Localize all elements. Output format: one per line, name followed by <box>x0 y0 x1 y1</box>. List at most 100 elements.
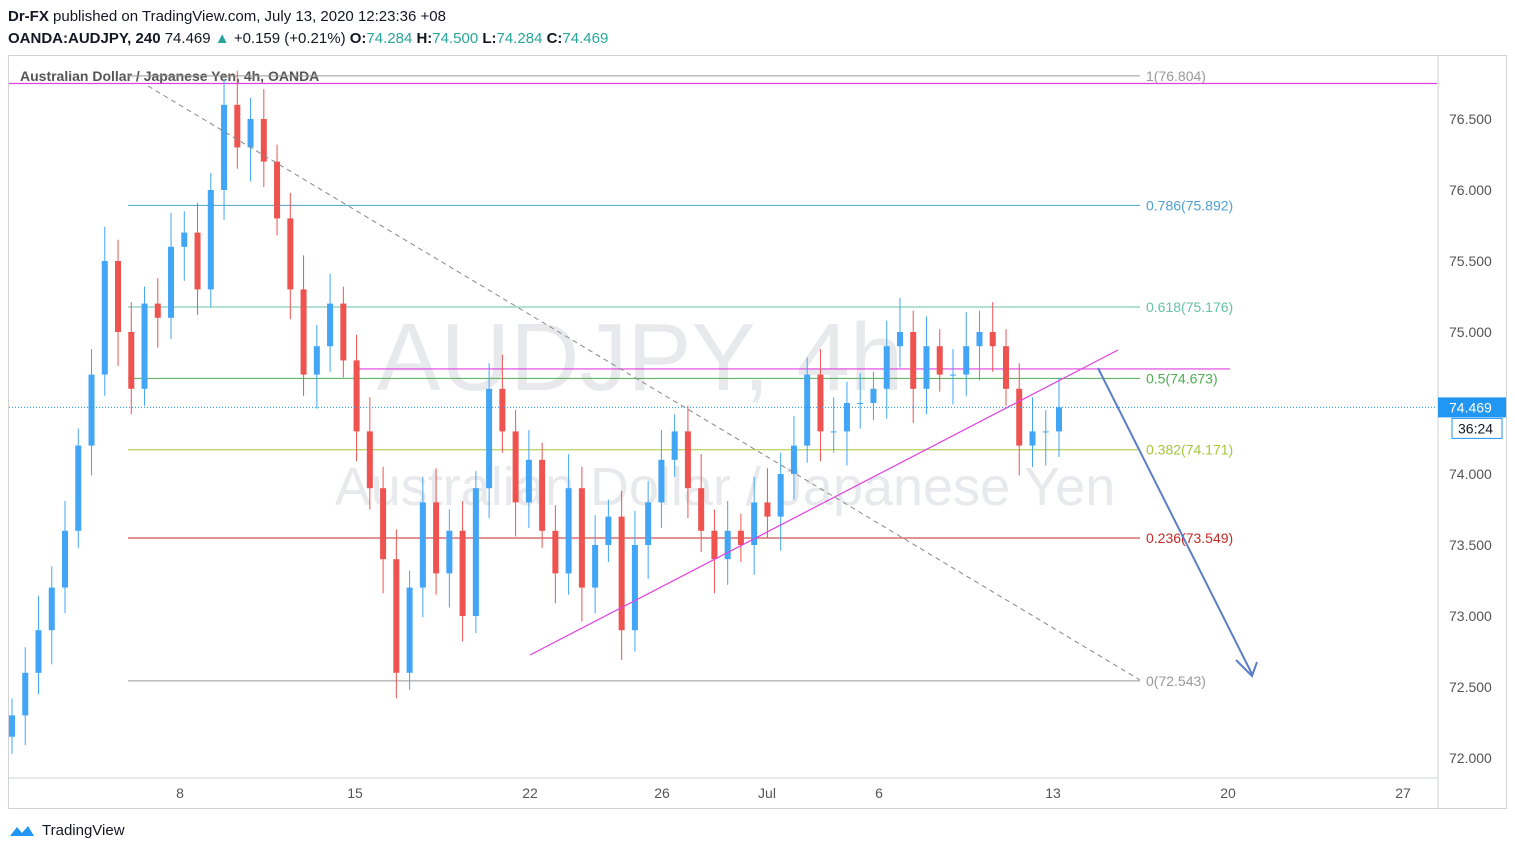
fib-level-label: 0.5(74.673) <box>1146 370 1218 386</box>
candle <box>1042 431 1049 433</box>
candle <box>327 303 334 347</box>
candle <box>525 459 532 503</box>
candle <box>605 516 612 545</box>
forecast-arrow-shaft <box>1097 367 1253 675</box>
price-change: +0.159 (+0.21%) <box>233 30 346 47</box>
candle <box>260 119 267 162</box>
price-tick-label: 73.000 <box>1449 608 1492 624</box>
candle <box>698 488 705 531</box>
candle <box>539 459 546 531</box>
time-tick-label: 20 <box>1220 785 1236 801</box>
candle <box>35 630 42 673</box>
watermark-symbol: AUDJPY, 4h <box>377 304 904 411</box>
candle <box>207 190 214 290</box>
candle <box>168 246 175 318</box>
publish-info: Dr-FX published on TradingView.com, July… <box>8 8 446 25</box>
tradingview-footer[interactable]: TradingView <box>8 822 125 839</box>
price-tick-label: 74.000 <box>1449 466 1492 482</box>
last-price-marker: 74.469 36:24 <box>9 397 1506 439</box>
candle <box>221 104 228 190</box>
candle <box>313 346 320 375</box>
candle <box>804 374 811 446</box>
candle <box>393 559 400 673</box>
candle <box>1029 431 1036 446</box>
time-tick-label: 22 <box>522 785 538 801</box>
candle <box>936 346 943 375</box>
candle <box>631 545 638 631</box>
candle <box>512 431 519 503</box>
candle <box>247 119 254 148</box>
publisher-name: Dr-FX <box>8 8 49 25</box>
candle <box>963 346 970 375</box>
time-tick-label: 26 <box>654 785 670 801</box>
candle <box>645 502 652 545</box>
candle <box>870 388 877 403</box>
high-value: 74.500 <box>432 30 479 47</box>
candle <box>141 303 148 389</box>
chart-frame[interactable] <box>8 55 1507 809</box>
candle <box>830 431 837 433</box>
price-tick-label: 75.000 <box>1449 324 1492 340</box>
last-price: 74.469 <box>164 30 211 47</box>
price-tick-label: 75.500 <box>1449 253 1492 269</box>
published-text: published on TradingView.com, July 13, 2… <box>53 8 446 25</box>
candle <box>817 374 824 432</box>
candle <box>446 530 453 574</box>
candle <box>9 715 15 737</box>
drawings[interactable] <box>147 85 1258 681</box>
candle <box>989 332 996 347</box>
fib-level-label: 0(72.543) <box>1146 673 1206 689</box>
candle <box>751 502 758 545</box>
dashed-trend-line <box>147 85 1141 681</box>
fib-level-label: 0.382(74.171) <box>1146 442 1233 458</box>
candle <box>62 530 69 588</box>
last-price-label: 74.469 <box>1449 399 1492 415</box>
candle <box>1016 388 1023 446</box>
price-axis[interactable]: 76.50076.00075.50075.00074.50074.00073.5… <box>1449 111 1492 766</box>
candle <box>923 346 930 389</box>
countdown-label: 36:24 <box>1458 420 1493 436</box>
countdown-bg <box>1451 417 1503 439</box>
candle <box>380 488 387 560</box>
candle <box>48 587 55 631</box>
candle <box>618 516 625 631</box>
fib-retracement[interactable]: 1(76.804) 0.786(75.892) 0.618(75.176) 0.5(7… <box>128 68 1233 689</box>
open-value: 74.284 <box>366 30 413 47</box>
time-tick-label: 15 <box>347 785 363 801</box>
fib-level-label: 0.236(73.549) <box>1146 530 1233 546</box>
support-trend-line <box>529 349 1119 656</box>
candles <box>9 70 1062 754</box>
time-tick-label: 6 <box>875 785 883 801</box>
candle <box>287 218 294 290</box>
time-tick-label: 13 <box>1045 785 1061 801</box>
fib-level-label: 0.618(75.176) <box>1146 299 1233 315</box>
candle <box>472 488 479 616</box>
candle <box>737 530 744 545</box>
candle <box>684 431 691 489</box>
candle <box>499 388 506 432</box>
candle <box>366 431 373 489</box>
time-tick-label: 27 <box>1395 785 1411 801</box>
tradingview-logo-icon <box>10 825 34 836</box>
candle <box>552 530 559 574</box>
close-value: 74.469 <box>562 30 609 47</box>
time-axis[interactable]: 8 15 22 26 Jul 6 13 20 27 <box>176 785 1411 801</box>
watermark: AUDJPY, 4h Australian Dollar / Japanese … <box>335 304 1116 517</box>
candle <box>88 374 95 446</box>
candle <box>194 232 201 290</box>
candle <box>777 474 784 517</box>
low-label: L: <box>482 30 497 47</box>
candle <box>181 232 188 247</box>
fib-level-label: 1(76.804) <box>1146 68 1206 84</box>
candle <box>896 332 903 347</box>
ohlc-legend: OANDA:AUDJPY, 240 74.469 ▲ +0.159 (+0.21… <box>8 30 608 47</box>
price-tick-label: 73.500 <box>1449 537 1492 553</box>
candle <box>764 502 771 517</box>
horizontal-lines[interactable] <box>9 82 1437 370</box>
candle <box>565 488 572 574</box>
candle <box>843 403 850 432</box>
price-tick-label: 76.500 <box>1449 111 1492 127</box>
candle <box>22 672 29 716</box>
symbol-label: OANDA:AUDJPY, 240 <box>8 30 161 47</box>
